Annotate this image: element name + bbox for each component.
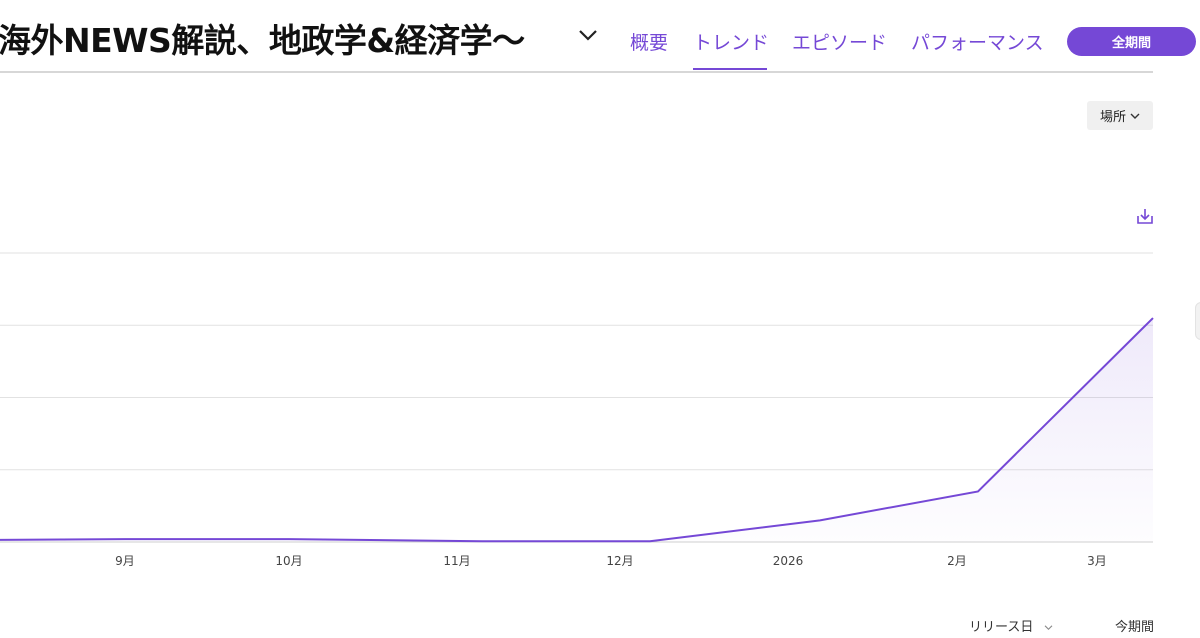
header-divider — [0, 71, 1153, 73]
podcast-title[interactable]: 海外NEWS解説、地政学&経済学〜 — [0, 21, 525, 60]
trend-line — [0, 317, 1154, 543]
chevron-down-icon — [1130, 113, 1140, 119]
trend-area — [0, 318, 1153, 542]
location-filter-label: 場所 — [1099, 110, 1126, 125]
current-period-label: 今期間 — [1115, 620, 1155, 635]
side-panel-handle[interactable] — [1195, 302, 1200, 340]
x-tick-label: 3月 — [1087, 554, 1107, 568]
trend-chart: 9月 10月 11月 12月 2026 2月 3月 — [0, 252, 1154, 568]
active-tab-indicator — [693, 68, 767, 70]
tab-overview[interactable]: 概要 — [630, 32, 669, 54]
sort-label: リリース日 — [969, 620, 1034, 635]
x-tick-label: 11月 — [443, 554, 470, 568]
x-tick-label: 9月 — [115, 554, 135, 568]
download-icon[interactable] — [1136, 207, 1154, 225]
chevron-down-icon — [1044, 625, 1052, 631]
x-tick-label: 2月 — [947, 554, 967, 568]
tab-episodes[interactable]: エピソード — [792, 32, 888, 54]
x-tick-label: 2026 — [773, 554, 804, 568]
tab-performance[interactable]: パフォーマンス — [911, 32, 1044, 54]
chevron-down-icon[interactable] — [577, 27, 599, 43]
x-tick-label: 10月 — [275, 554, 302, 568]
header: 海外NEWS解説、地政学&経済学〜 概要 トレンド エピソード パフォーマンス … — [0, 0, 1200, 73]
tab-trends[interactable]: トレンド — [693, 32, 770, 54]
x-tick-label: 12月 — [606, 554, 633, 568]
sort-dropdown[interactable]: リリース日 — [969, 616, 1053, 635]
location-filter-button[interactable]: 場所 — [1087, 101, 1153, 130]
period-button[interactable]: 全期間 — [1067, 27, 1196, 56]
